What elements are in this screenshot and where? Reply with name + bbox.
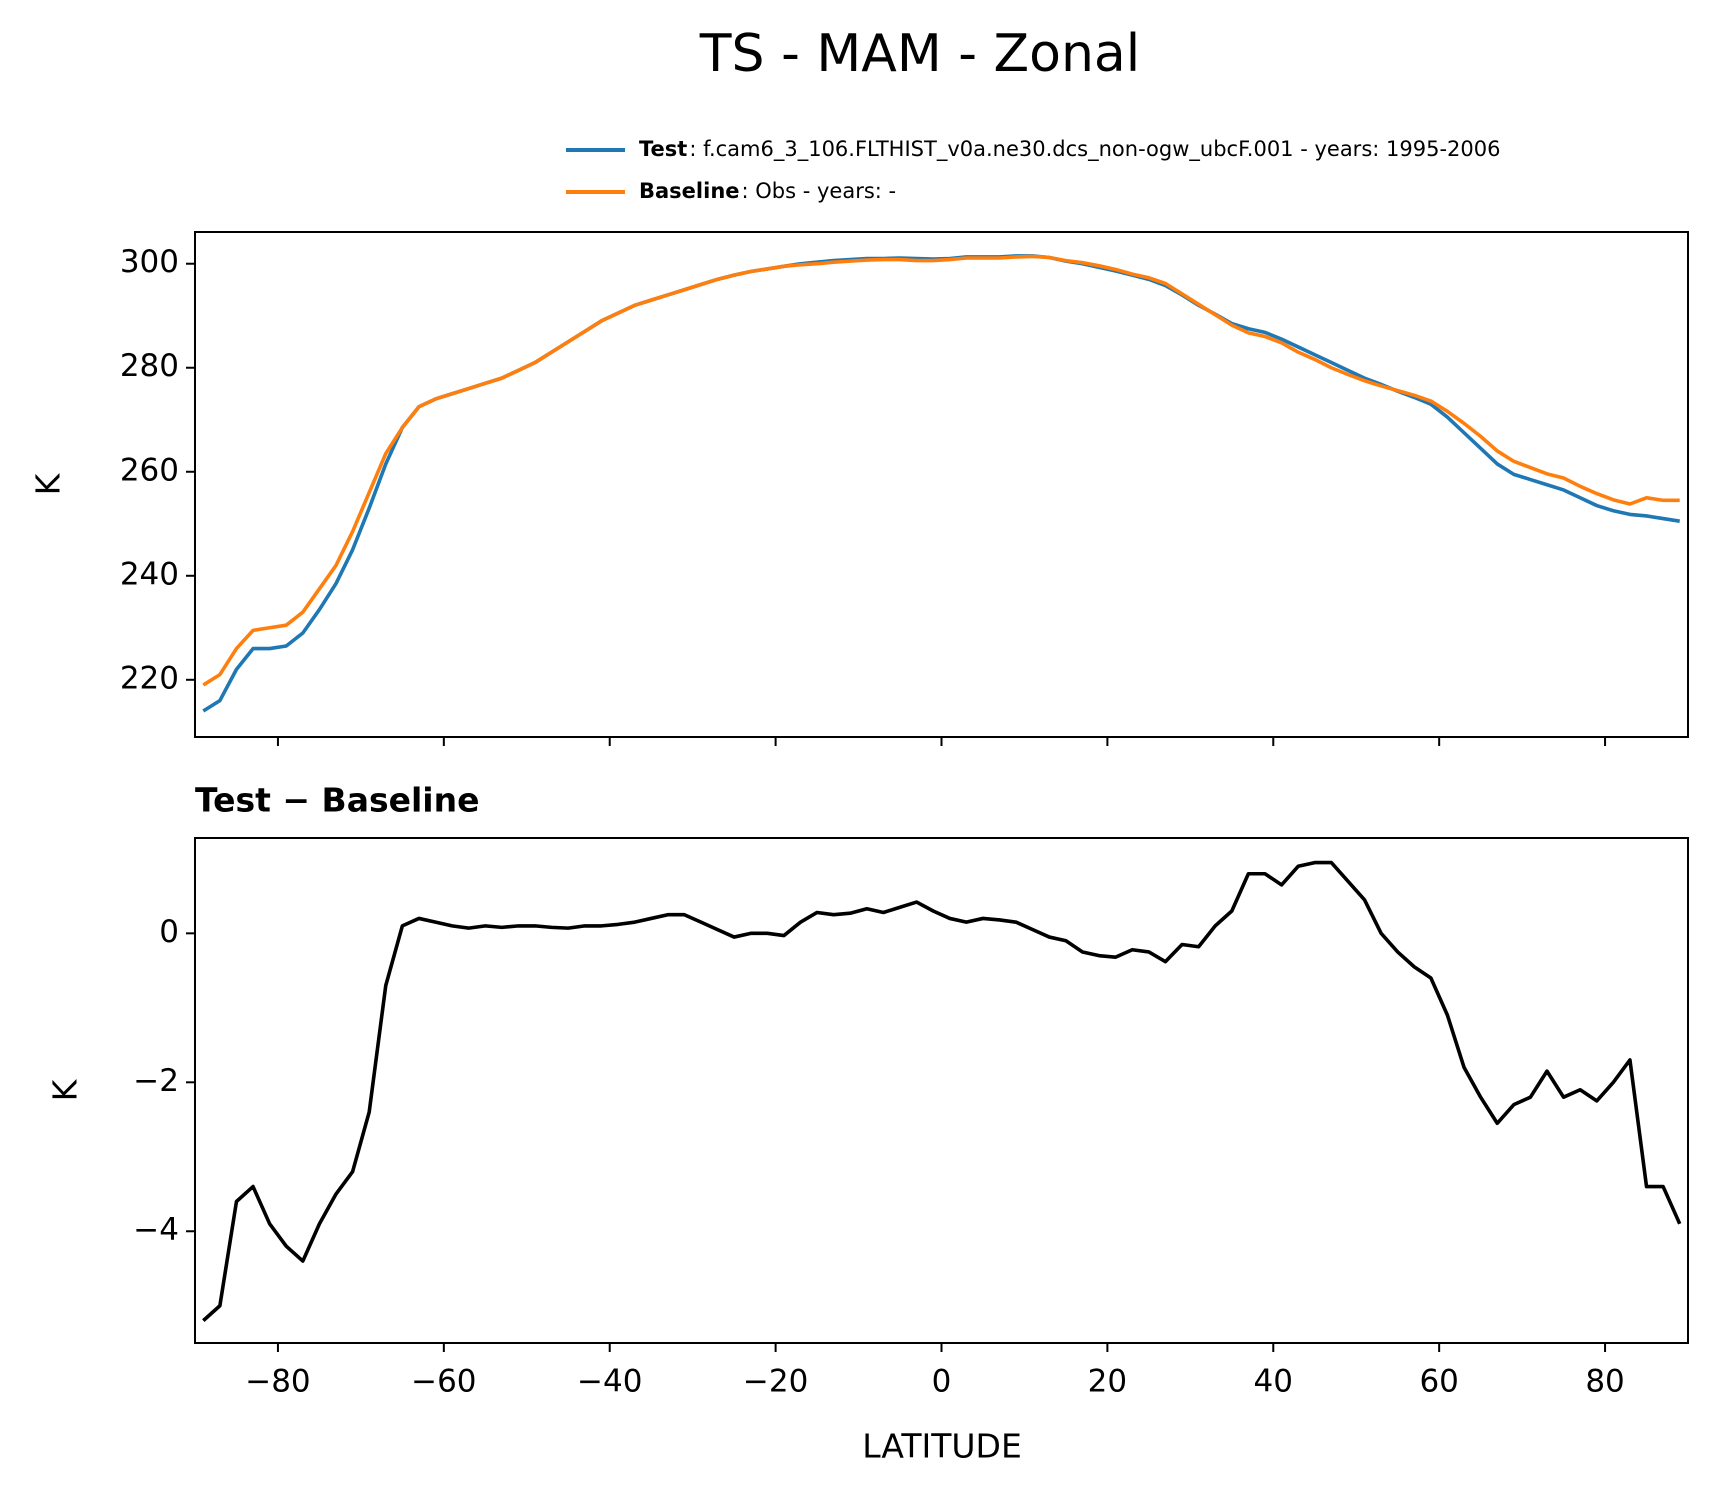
x-tick-label: 60: [1419, 1364, 1458, 1400]
x-tick-label: −20: [743, 1364, 808, 1400]
legend-description: : Obs - years: -: [742, 179, 897, 203]
legend-name: Baseline: [639, 179, 740, 203]
legend-description: : f.cam6_3_106.FLTHIST_v0a.ne30.dcs_non-…: [689, 137, 1500, 162]
y-tick-label: −2: [133, 1063, 179, 1099]
y-tick-label: 220: [120, 660, 179, 696]
x-tick-label: 80: [1585, 1364, 1624, 1400]
x-tick-label: −80: [245, 1364, 310, 1400]
legend-name: Test: [639, 137, 687, 161]
y-tick-label: 240: [120, 556, 179, 592]
x-axis-label: LATITUDE: [862, 1427, 1022, 1466]
x-tick-label: 40: [1254, 1364, 1293, 1400]
data-line: [202, 254, 1680, 687]
data-line: [202, 860, 1682, 1322]
y-tick-label: 260: [120, 452, 179, 488]
y-tick-label: −4: [133, 1212, 179, 1248]
y-axis-label: K: [46, 1078, 85, 1101]
y-tick-label: 300: [120, 244, 179, 280]
data-line: [202, 254, 1680, 713]
figure-title: TS - MAM - Zonal: [699, 24, 1140, 84]
subplot-title: Test − Baseline: [195, 781, 480, 820]
x-tick-label: −40: [577, 1364, 642, 1400]
y-tick-label: 280: [120, 348, 179, 384]
axes-frame: [194, 231, 1689, 738]
y-tick-label: 0: [159, 914, 179, 950]
x-tick-label: −60: [411, 1364, 476, 1400]
x-tick-label: 0: [932, 1364, 952, 1400]
x-tick-label: 20: [1088, 1364, 1127, 1400]
y-axis-label: K: [29, 472, 68, 495]
